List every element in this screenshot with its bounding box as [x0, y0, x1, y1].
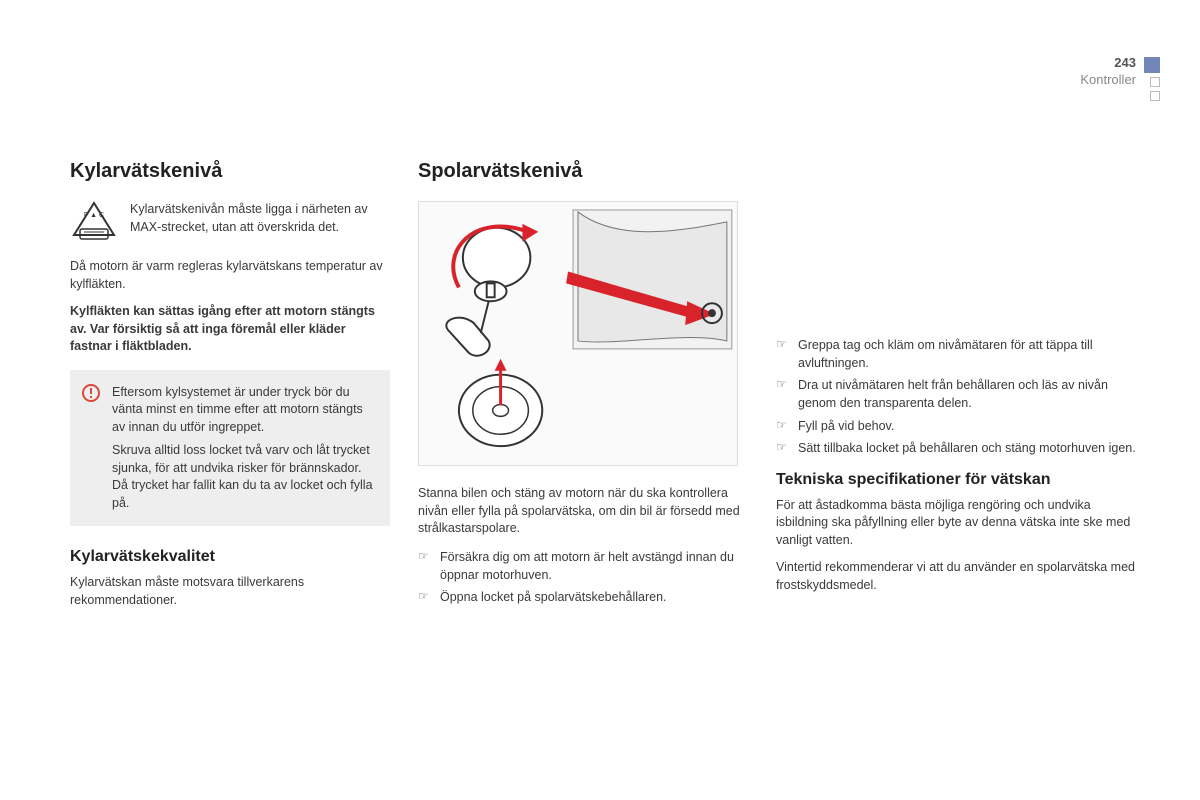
list-item: Öppna locket på spolarvätskebehållaren.	[418, 588, 748, 606]
heading-washer-level: Spolarvätskenivå	[418, 160, 748, 183]
manual-warning-icon: F ▲ C	[70, 201, 118, 243]
column-coolant: Kylarvätskenivå F ▲ C Kylarvätskenivån m…	[70, 160, 390, 619]
square-filled-icon	[1144, 57, 1160, 73]
fluid-spec-text-1: För att åstadkomma bästa möjliga rengöri…	[776, 497, 1136, 550]
column-washer-continued: Greppa tag och kläm om nivåmätaren för a…	[776, 160, 1136, 619]
page-header-text: 243 Kontroller	[1080, 55, 1136, 89]
exclamation-icon	[82, 384, 100, 402]
washer-intro-text: Stanna bilen och stäng av motorn när du …	[418, 485, 748, 538]
column-washer: Spolarvätskenivå Stanna	[418, 160, 748, 619]
washer-steps-list: Försäkra dig om att motorn är helt avstä…	[418, 548, 748, 606]
square-outline-icon	[1150, 77, 1160, 87]
list-item: Dra ut nivåmätaren helt från behållaren …	[776, 376, 1136, 412]
page-number: 243	[1080, 55, 1136, 72]
heading-fluid-spec: Tekniska specifikationer för vätskan	[776, 471, 1136, 489]
svg-text:F ▲ C: F ▲ C	[84, 212, 104, 219]
list-item: Försäkra dig om att motorn är helt avstä…	[418, 548, 748, 584]
warning-text-2: Skruva alltid loss locket två varv och l…	[112, 442, 376, 512]
coolant-fan-warning: Kylfläkten kan sättas igång efter att mo…	[70, 303, 390, 356]
page-header: 243 Kontroller	[1080, 55, 1160, 101]
coolant-quality-text: Kylarvätskan måste motsvara tillverkaren…	[70, 574, 390, 609]
washer-steps-list-2: Greppa tag och kläm om nivåmätaren för a…	[776, 336, 1136, 457]
coolant-max-text: Kylarvätskenivån måste ligga i närheten …	[130, 201, 390, 236]
warning-box: Eftersom kylsystemet är under tryck bör …	[70, 370, 390, 527]
square-outline-icon	[1150, 91, 1160, 101]
washer-illustration	[418, 201, 738, 466]
list-item: Greppa tag och kläm om nivåmätaren för a…	[776, 336, 1136, 372]
page-content: Kylarvätskenivå F ▲ C Kylarvätskenivån m…	[70, 160, 1150, 619]
list-item: Sätt tillbaka locket på behållaren och s…	[776, 439, 1136, 457]
fluid-spec-text-2: Vintertid rekommenderar vi att du använd…	[776, 559, 1136, 594]
icon-text-block: F ▲ C Kylarvätskenivån måste ligga i när…	[70, 201, 390, 246]
warning-text-1: Eftersom kylsystemet är under tryck bör …	[112, 384, 376, 437]
section-label: Kontroller	[1080, 72, 1136, 89]
heading-coolant-level: Kylarvätskenivå	[70, 160, 390, 183]
heading-coolant-quality: Kylarvätskekvalitet	[70, 548, 390, 566]
coolant-fan-text: Då motorn är varm regleras kylarvätskans…	[70, 258, 390, 293]
header-marker-squares	[1144, 57, 1160, 101]
list-item: Fyll på vid behov.	[776, 417, 1136, 435]
